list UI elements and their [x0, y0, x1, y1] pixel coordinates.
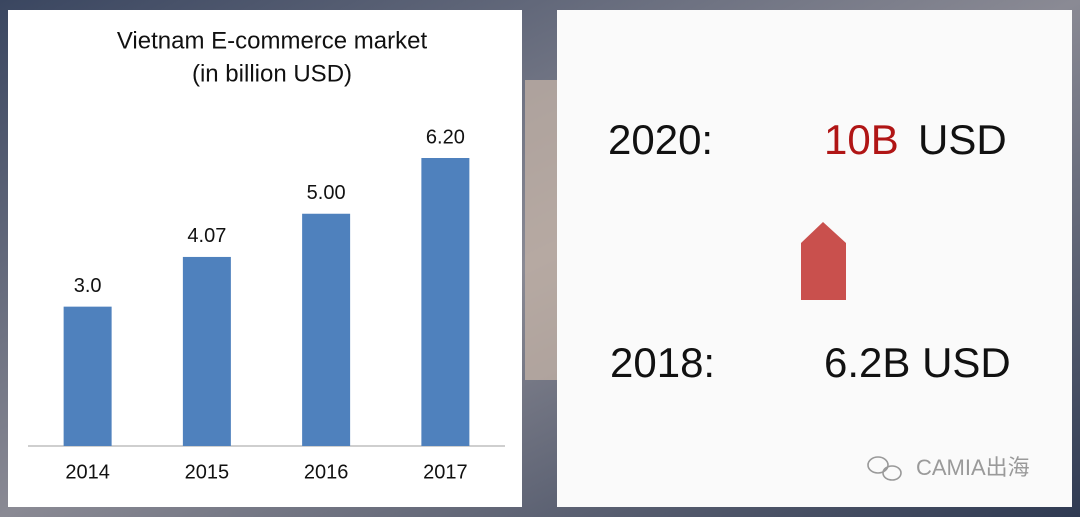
x-tick-label: 2017: [423, 461, 468, 483]
info: 2020: 10B USD 2018: 6.2B USD CAMIA出海: [608, 116, 1030, 481]
x-tick-label: 2016: [304, 461, 349, 483]
wechat-icon: [867, 456, 902, 481]
bar: [182, 256, 231, 446]
value-label: 4.07: [187, 225, 226, 247]
background-blur: [525, 80, 560, 380]
bar: [421, 158, 470, 446]
forecast-year: 2020:: [608, 116, 713, 163]
forecast-value: 10B: [824, 116, 899, 163]
value-label: 5.00: [307, 182, 346, 204]
growth-arrow: [801, 222, 846, 300]
chart-subtitle: (in billion USD): [192, 60, 352, 87]
current-value: 6.2B USD: [824, 339, 1011, 386]
current-year: 2018:: [610, 339, 715, 386]
x-tick-label: 2014: [65, 461, 110, 483]
bar: [302, 213, 351, 446]
chart-title: Vietnam E-commerce market: [117, 27, 428, 54]
chart: Vietnam E-commerce market (in billion US…: [28, 27, 505, 483]
value-label: 6.20: [426, 126, 465, 148]
bar: [63, 306, 112, 446]
value-label: 3.0: [74, 275, 102, 297]
watermark: CAMIA出海: [916, 455, 1030, 480]
forecast-unit: USD: [918, 116, 1007, 163]
x-tick-label: 2015: [185, 461, 230, 483]
